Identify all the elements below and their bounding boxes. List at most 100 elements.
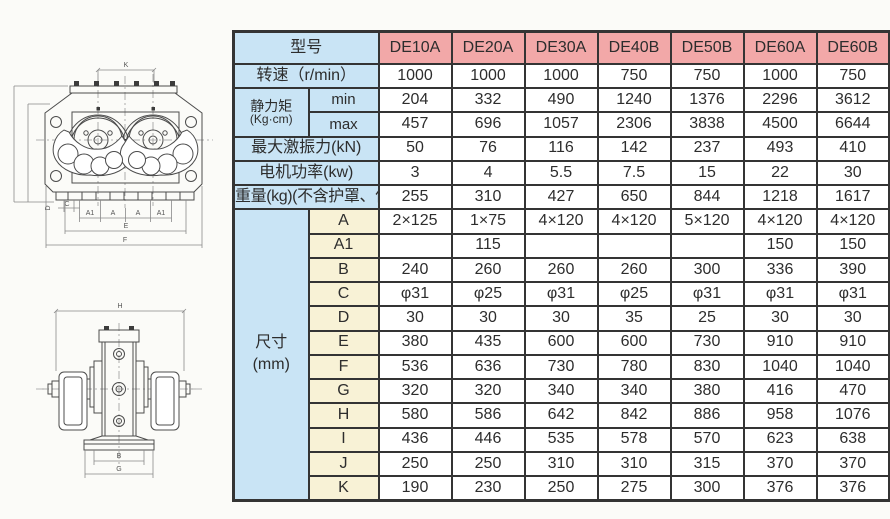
dim-value: φ31 xyxy=(815,281,890,308)
dimensions-label: 尺寸 (mm) xyxy=(232,208,310,502)
motor-power-value: 4 xyxy=(450,159,526,187)
motor-power-value: 3 xyxy=(377,159,453,187)
dim-value: 240 xyxy=(377,256,453,284)
dim-value: 586 xyxy=(450,402,526,429)
dim-label-e: E xyxy=(124,223,129,230)
dim-value: 910 xyxy=(815,329,890,356)
dim-value: 376 xyxy=(742,475,818,502)
header-row: 型号 DE10A DE20A DE30A DE40B DE50B DE60A D… xyxy=(232,30,890,65)
motor-power-value: 7.5 xyxy=(596,159,672,187)
exciter-front-view-drawing: H xyxy=(14,303,224,507)
max-excitation-value: 237 xyxy=(669,135,745,162)
dim-value: 250 xyxy=(450,450,526,478)
mounting-base xyxy=(84,436,154,450)
dim-value: 4×120 xyxy=(596,208,672,235)
dim-value: 830 xyxy=(669,353,745,381)
dim-value: 1040 xyxy=(742,353,818,381)
dim-row-C: C φ31 φ25 φ31 φ25 φ31 φ31 φ31 xyxy=(234,281,890,308)
max-excitation-row: 最大激振力(kN) 50 76 116 142 237 493 410 xyxy=(232,135,890,162)
weight-label: 重量(kg)(不含护罩、偏心块) xyxy=(232,184,380,211)
dim-value xyxy=(523,232,599,259)
dim-label-a-left: A xyxy=(111,210,116,217)
dim-value: 578 xyxy=(596,426,672,453)
dim-value: 886 xyxy=(669,402,745,429)
dim-value: 370 xyxy=(742,450,818,478)
speed-value: 1000 xyxy=(450,62,526,90)
weight-value: 650 xyxy=(596,184,672,211)
speed-label: 转速（r/min） xyxy=(232,62,380,90)
min-label: min xyxy=(307,87,380,114)
dim-label-c: C xyxy=(64,201,69,208)
dim-G: G xyxy=(85,450,153,478)
dim-value: 30 xyxy=(450,305,526,332)
dim-value: 260 xyxy=(596,256,672,284)
max-value: 457 xyxy=(377,111,453,138)
model-name: DE40B xyxy=(596,30,672,65)
dim-label-f: F xyxy=(123,237,127,244)
dim-value: 2×125 xyxy=(377,208,453,235)
dim-value: 580 xyxy=(377,402,453,429)
dim-key: J xyxy=(307,450,380,478)
dim-key: G xyxy=(307,378,380,405)
motor-power-value: 5.5 xyxy=(523,159,599,187)
dim-value: 470 xyxy=(815,378,890,405)
dim-value: 638 xyxy=(815,426,890,453)
dim-value: 4×120 xyxy=(523,208,599,235)
motor-power-value: 15 xyxy=(669,159,745,187)
dimensions-unit: (mm) xyxy=(252,356,290,374)
base-strip xyxy=(56,192,194,200)
min-value: 2296 xyxy=(742,87,818,114)
bottom-dimensions: D C A1 A A A1 E F xyxy=(45,186,202,248)
dim-key: I xyxy=(307,426,380,453)
dim-value: 910 xyxy=(742,329,818,356)
dim-value: 600 xyxy=(523,329,599,356)
dim-label-k: K xyxy=(124,62,129,69)
dim-value: 370 xyxy=(815,450,890,478)
static-moment-min-row: 静力矩 (Kg·cm) min 204 332 490 1240 1376 22… xyxy=(232,87,890,138)
speed-value: 1000 xyxy=(377,62,453,90)
speed-value: 750 xyxy=(815,62,890,90)
dim-row-B: B 240 260 260 260 300 336 390 xyxy=(234,256,890,284)
max-excitation-value: 493 xyxy=(742,135,818,162)
dim-value: 636 xyxy=(450,353,526,381)
dim-value: 1076 xyxy=(815,402,890,429)
dim-row-F: F 536 636 730 780 830 1040 1040 xyxy=(234,353,890,381)
dim-key: B xyxy=(307,256,380,284)
dim-label-a1-left: A1 xyxy=(86,210,95,217)
dim-value: 275 xyxy=(596,475,672,502)
dim-value: 390 xyxy=(815,256,890,284)
max-value: 696 xyxy=(450,111,526,138)
min-value: 1376 xyxy=(669,87,745,114)
dim-value: 536 xyxy=(377,353,453,381)
dim-key: D xyxy=(307,305,380,332)
max-excitation-value: 142 xyxy=(596,135,672,162)
min-value: 3612 xyxy=(815,87,890,114)
dim-value: 1×75 xyxy=(450,208,526,235)
model-name: DE60A xyxy=(742,30,818,65)
weight-row: 重量(kg)(不含护罩、偏心块) 255 310 427 650 844 121… xyxy=(232,184,890,211)
dim-value: 446 xyxy=(450,426,526,453)
max-value: 1057 xyxy=(523,111,599,138)
spec-table: 型号 DE10A DE20A DE30A DE40B DE50B DE60A D… xyxy=(232,30,890,502)
max-value: 4500 xyxy=(742,111,818,138)
max-excitation-value: 410 xyxy=(815,135,890,162)
dim-label-g: G xyxy=(116,466,121,473)
max-value: 6644 xyxy=(815,111,890,138)
dim-row-J: J 250 250 310 310 315 370 370 xyxy=(234,450,890,478)
max-value: 2306 xyxy=(596,111,672,138)
dim-value: 535 xyxy=(523,426,599,453)
dim-row-I: I 436 446 535 578 570 623 638 xyxy=(234,426,890,453)
static-moment-title: 静力矩 xyxy=(250,97,293,114)
max-excitation-label: 最大激振力(kN) xyxy=(232,135,380,162)
dim-key: A1 xyxy=(307,232,380,259)
dim-row-E: E 380 435 600 600 730 910 910 xyxy=(234,329,890,356)
dim-value: 35 xyxy=(596,305,672,332)
dim-value: 842 xyxy=(596,402,672,429)
min-value: 332 xyxy=(450,87,526,114)
dim-value: 380 xyxy=(669,378,745,405)
model-name: DE60B xyxy=(815,30,890,65)
dim-value: φ31 xyxy=(523,281,599,308)
dim-value: 300 xyxy=(669,256,745,284)
motor-power-value: 30 xyxy=(815,159,890,187)
